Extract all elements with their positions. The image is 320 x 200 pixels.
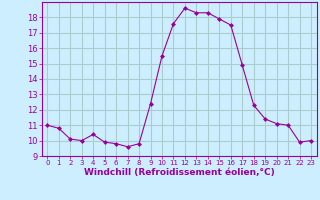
X-axis label: Windchill (Refroidissement éolien,°C): Windchill (Refroidissement éolien,°C) [84,168,275,177]
